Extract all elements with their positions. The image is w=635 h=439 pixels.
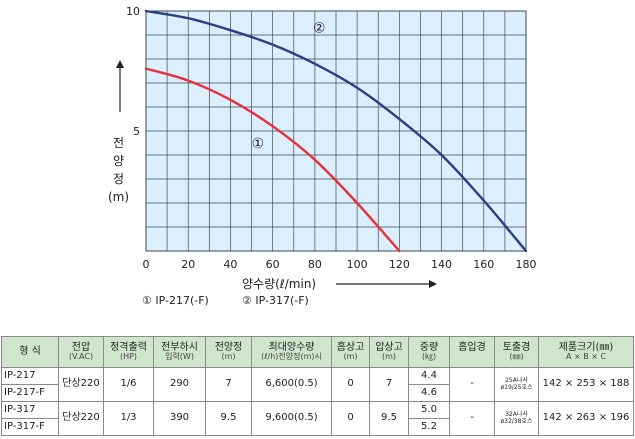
voltage-cell: 단상220 (58, 401, 104, 436)
table-row: IP-217-F 4.6 (1, 384, 634, 402)
y-axis-title-char-3: 정 (113, 172, 124, 186)
size-cell: 142 × 263 × 196 (538, 401, 634, 436)
weight-cell: 4.4 (408, 367, 450, 385)
suction-height-cell: 0 (331, 367, 370, 402)
col-header-total-head: 전양정 (m) (205, 336, 252, 368)
curve-label-1: ① (252, 136, 265, 152)
col-header-size: 제품크기(㎜) A × B × C (538, 336, 634, 368)
table-row: IP-317 단상220 1/3 390 9.5 9,600(0.5) 0 9.… (1, 401, 634, 436)
outlet-cell: 25A나사 ø19/25호스 (494, 367, 539, 402)
y-tick-label: 5 (133, 125, 140, 138)
col-header-model: 형 식 (1, 336, 59, 368)
curve-label-2: ② (313, 21, 326, 37)
y-tick-label: 10 (126, 5, 140, 18)
col-header-outlet: 토출경 (㎜) (494, 336, 539, 368)
model-cell: IP-317-F (1, 418, 59, 436)
inlet-cell: - (449, 401, 495, 436)
col-header-voltage: 전압 (V.AC) (58, 336, 104, 368)
rated-output-cell: 1/3 (103, 401, 154, 436)
legend-item-1: ① IP-217(-F) (142, 294, 209, 307)
x-axis-arrow-icon (336, 280, 437, 288)
pump-curve-chart: 0 20 40 60 80 100 120 140 160 180 510 ①② 양수량(ℓ/mi… (108, 5, 537, 307)
push-height-cell: 9.5 (369, 401, 409, 436)
weight-cell: 5.0 (408, 401, 450, 419)
outlet-cell: 32A나사 ø32/38호스 (494, 401, 539, 436)
max-flow-cell: 9,600(0.5) (251, 401, 332, 436)
legend-item-2: ② IP-317(-F) (242, 294, 309, 307)
y-axis-ticks: 5 10 (126, 5, 140, 138)
table-row: IP-217 단상220 1/6 290 7 6,600(0.5) 0 7 4.… (1, 367, 634, 402)
series-line-2 (144, 9, 528, 253)
x-tick-label: 20 (181, 258, 195, 271)
col-header-rated-output: 정격출력 (HP) (103, 336, 154, 368)
model-cell: IP-317 (1, 401, 59, 419)
x-tick-label: 120 (389, 258, 410, 271)
x-tick-label: 140 (431, 258, 452, 271)
col-header-push-height: 압상고 (m) (369, 336, 409, 368)
x-tick-label: 180 (516, 258, 537, 271)
voltage-cell: 단상220 (58, 367, 104, 402)
total-head-cell: 9.5 (205, 401, 252, 436)
rated-output-cell: 1/6 (103, 367, 154, 402)
x-tick-label: 160 (473, 258, 494, 271)
total-head-cell: 7 (205, 367, 252, 402)
input-watt-cell: 290 (153, 367, 206, 402)
weight-cell: 4.6 (408, 384, 450, 402)
grid (146, 11, 526, 251)
x-tick-label: 80 (308, 258, 322, 271)
model-cell: IP-217-F (1, 384, 59, 402)
inlet-cell: - (449, 367, 495, 402)
x-tick-label: 0 (143, 258, 150, 271)
y-axis-title-char-1: 전 (113, 136, 124, 150)
y-axis-title-char-2: 양 (113, 154, 124, 168)
y-axis-arrow-icon (116, 60, 124, 112)
x-axis-title: 양수량(ℓ/min) (242, 277, 316, 291)
size-cell: 142 × 253 × 188 (538, 367, 634, 402)
suction-height-cell: 0 (331, 401, 370, 436)
x-tick-label: 100 (347, 258, 368, 271)
spec-table: 형 식 전압 (V.AC) 정격출력 (HP) 전부하시 입력(W) 전양정 (m) 최… (1, 336, 634, 436)
model-cell: IP-217 (1, 367, 59, 385)
series (144, 9, 528, 253)
input-watt-cell: 390 (153, 401, 206, 436)
col-header-weight: 중량 (㎏) (408, 336, 450, 368)
weight-cell: 5.2 (408, 418, 450, 436)
col-header-suction-height: 흡상고 (m) (331, 336, 370, 368)
x-axis-ticks: 0 20 40 60 80 100 120 140 160 180 (143, 258, 537, 271)
x-tick-label: 40 (223, 258, 237, 271)
series-line-1 (144, 67, 401, 253)
col-header-inlet: 흡입경 (449, 336, 495, 368)
table-header-row: 형 식 전압 (V.AC) 정격출력 (HP) 전부하시 입력(W) 전양정 (m) 최… (1, 336, 634, 368)
x-tick-label: 60 (266, 258, 280, 271)
annotations: ①② (252, 21, 326, 152)
col-header-max-flow: 최대양수량 (ℓ/h)전양정(m)시 (251, 336, 332, 368)
col-header-full-load-input: 전부하시 입력(W) (153, 336, 206, 368)
max-flow-cell: 6,600(0.5) (251, 367, 332, 402)
table-row: IP-317-F 5.2 (1, 418, 634, 436)
y-axis-title-unit: (m) (108, 190, 129, 204)
push-height-cell: 7 (369, 367, 409, 402)
